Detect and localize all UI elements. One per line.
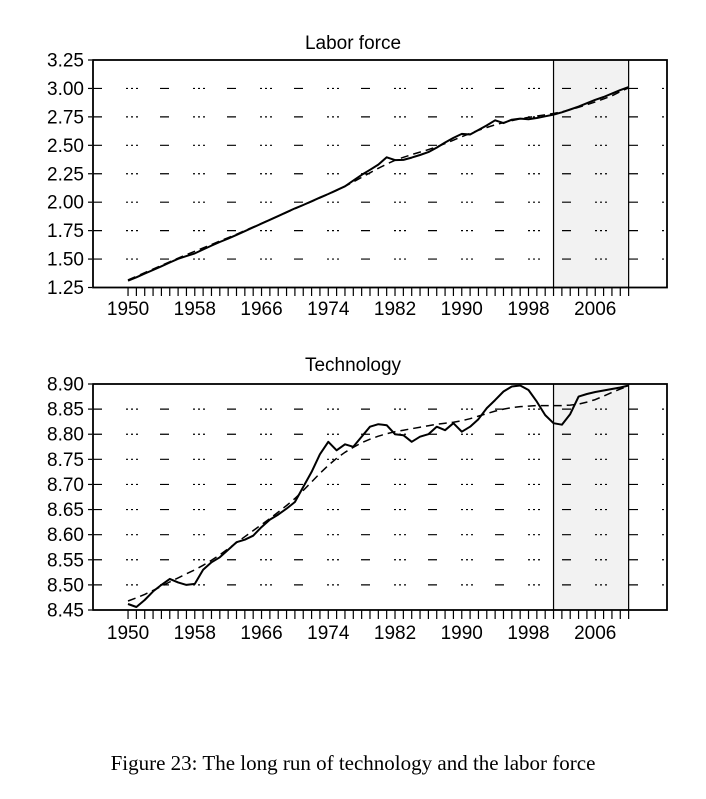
svg-text:1950: 1950 [107, 623, 149, 644]
forecast-shade-region [553, 384, 629, 610]
svg-text:1950: 1950 [107, 299, 149, 320]
y-axis-ticks [88, 59, 92, 289]
svg-text:8.50: 8.50 [47, 575, 84, 596]
svg-text:1974: 1974 [307, 299, 350, 320]
svg-text:2.75: 2.75 [47, 107, 84, 128]
plot-border [92, 59, 668, 289]
svg-text:1966: 1966 [240, 623, 282, 644]
svg-text:1.75: 1.75 [47, 221, 84, 242]
plot-border [92, 383, 668, 611]
actual-series-line [127, 384, 629, 608]
svg-text:1998: 1998 [507, 623, 549, 644]
trend-series-line [127, 87, 629, 281]
svg-text:1982: 1982 [374, 623, 416, 644]
svg-text:8.85: 8.85 [47, 400, 84, 421]
svg-text:2006: 2006 [574, 299, 616, 320]
svg-text:8.65: 8.65 [47, 500, 84, 521]
x-axis-tick-labels: 1950 1958 1966 1974 1982 1990 1998 2006 [107, 299, 616, 320]
svg-text:2.50: 2.50 [47, 136, 84, 157]
svg-text:1990: 1990 [441, 623, 483, 644]
figure-caption: Figure 23: The long run of technology an… [110, 751, 596, 775]
svg-text:8.60: 8.60 [47, 525, 84, 546]
x-axis-minor-ticks [127, 287, 630, 296]
x-axis-tick-labels: 1950 1958 1966 1974 1982 1990 1998 2006 [107, 623, 616, 644]
technology-chart-title: Technology [304, 355, 402, 376]
svg-text:8.55: 8.55 [47, 550, 84, 571]
x-axis-minor-ticks [127, 610, 630, 619]
svg-text:1.25: 1.25 [47, 278, 84, 299]
svg-text:1990: 1990 [441, 299, 483, 320]
svg-text:1998: 1998 [507, 299, 549, 320]
svg-text:1958: 1958 [174, 623, 216, 644]
labor-force-chart: 3.25 3.00 2.75 2.50 2.25 2.00 1.75 1.50 1.25 1950… [47, 51, 668, 320]
svg-text:8.75: 8.75 [47, 450, 84, 471]
svg-text:3.00: 3.00 [47, 79, 84, 100]
svg-text:2.25: 2.25 [47, 164, 84, 185]
charts-canvas: 3.25 3.00 2.75 2.50 2.25 2.00 1.75 1.50 1.25 1950… [47, 51, 668, 644]
svg-text:8.90: 8.90 [47, 375, 84, 396]
y-axis-ticks [88, 383, 92, 611]
svg-text:1966: 1966 [240, 299, 282, 320]
labor-force-chart-title: Labor force [304, 33, 402, 54]
svg-text:8.45: 8.45 [47, 601, 84, 622]
actual-series-line [127, 86, 629, 282]
svg-text:2006: 2006 [574, 623, 616, 644]
y-axis-tick-labels: 3.25 3.00 2.75 2.50 2.25 2.00 1.75 1.50 1.25 [47, 51, 84, 300]
trend-series-line [127, 385, 629, 602]
svg-text:3.25: 3.25 [47, 51, 84, 72]
y-axis-tick-labels: 8.90 8.85 8.80 8.75 8.70 8.65 8.60 8.55 8.50 8.45 [47, 375, 84, 622]
svg-text:1982: 1982 [374, 299, 416, 320]
svg-text:2.00: 2.00 [47, 193, 84, 214]
svg-text:1.50: 1.50 [47, 250, 84, 271]
svg-text:1974: 1974 [307, 623, 350, 644]
svg-text:1958: 1958 [174, 299, 216, 320]
svg-text:8.70: 8.70 [47, 475, 84, 496]
technology-chart: 8.90 8.85 8.80 8.75 8.70 8.65 8.60 8.55 8.50 8.45… [47, 375, 668, 644]
svg-text:8.80: 8.80 [47, 425, 84, 446]
